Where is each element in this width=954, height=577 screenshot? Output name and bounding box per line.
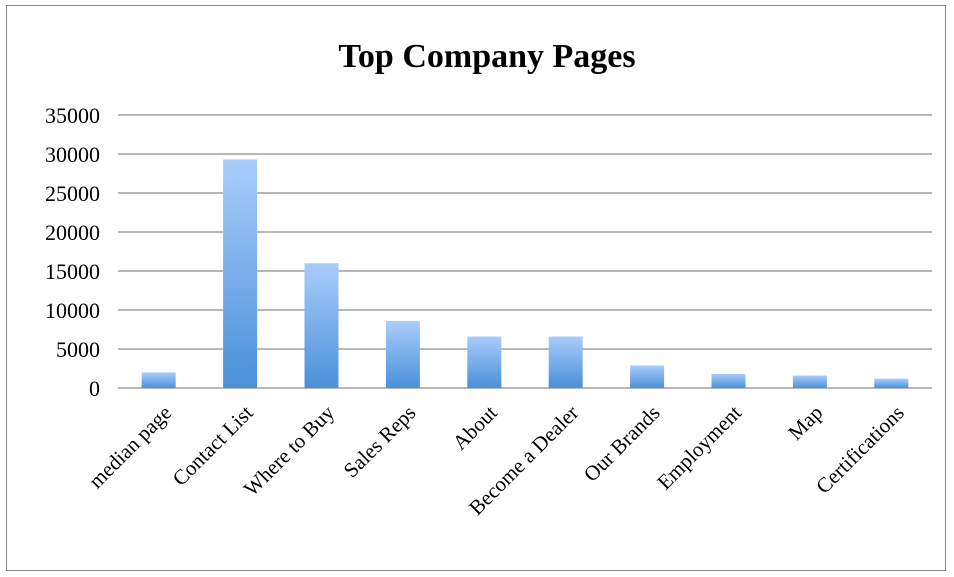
bar-contact-list: [223, 159, 258, 388]
y-tick-label: 15000: [45, 259, 100, 284]
x-category-label: Our Brands: [579, 401, 665, 487]
y-tick-label: 5000: [56, 337, 100, 362]
chart-title: Top Company Pages: [338, 38, 635, 75]
x-category-label: Map: [783, 401, 827, 445]
bar-sales-reps: [385, 320, 420, 388]
chart-frame: [6, 5, 946, 571]
bar-employment: [711, 373, 746, 388]
y-tick-label: 0: [89, 376, 100, 401]
x-category-label: Certifications: [811, 401, 909, 499]
y-tick-label: 25000: [45, 181, 100, 206]
bar-median-page: [141, 372, 176, 388]
bar-become-a-dealer: [548, 336, 583, 388]
x-category-label: median page: [84, 401, 176, 493]
bars: [141, 159, 909, 388]
bar-certifications: [874, 378, 909, 388]
bar-where-to-buy: [304, 263, 339, 388]
x-category-label: Employment: [652, 400, 746, 494]
y-tick-label: 30000: [45, 142, 100, 167]
bar-about: [467, 336, 502, 388]
x-category-label: Sales Reps: [339, 401, 421, 483]
y-axis-ticks: 0 5000 10000 15000 20000 25000 30000 35000: [45, 103, 100, 401]
y-tick-label: 20000: [45, 220, 100, 245]
bar-map: [792, 375, 827, 388]
y-tick-label: 35000: [45, 103, 100, 128]
bar-our-brands: [630, 365, 665, 388]
y-tick-label: 10000: [45, 298, 100, 323]
x-category-label: About: [448, 400, 502, 454]
